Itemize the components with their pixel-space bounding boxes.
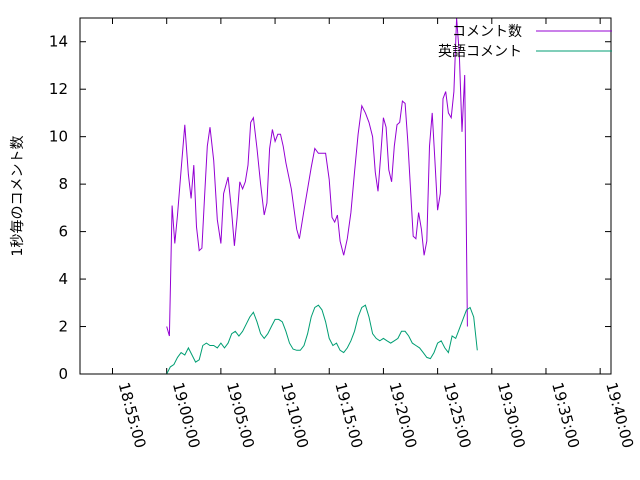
y-tick-label: 2: [58, 318, 68, 336]
legend-label: コメント数: [452, 24, 522, 40]
y-tick-label: 4: [58, 270, 68, 288]
x-tick-label: 19:35:00: [548, 380, 583, 450]
y-tick-label: 8: [58, 175, 68, 193]
x-axis-ticks: 18:55:00 19:00:00 19:05:00 19:10:00 19:15:00…: [112, 18, 637, 450]
x-tick-label: 19:15:00: [331, 380, 366, 450]
x-tick-label: 19:20:00: [386, 380, 421, 450]
x-tick-label: 19:40:00: [602, 380, 637, 450]
x-tick-label: 19:05:00: [223, 380, 258, 450]
legend-label: 英語コメント: [438, 43, 522, 60]
y-tick-label: 12: [49, 80, 68, 98]
plot-frame: [79, 17, 612, 375]
series-line-1: [166, 17, 468, 337]
y-tick-label: 14: [49, 33, 68, 51]
x-tick-label: 19:25:00: [440, 380, 475, 450]
plot-series: [166, 17, 478, 375]
y-tick-label: 10: [49, 128, 68, 146]
y-tick-label: 0: [58, 365, 68, 383]
x-tick-label: 19:00:00: [169, 380, 204, 450]
y-axis-ticks: 0 2 4 6 8 10 12 14: [49, 33, 611, 383]
x-tick-label: 18:55:00: [115, 380, 150, 450]
x-tick-label: 19:30:00: [494, 380, 529, 450]
series-line-2: [166, 304, 478, 375]
y-axis-title: 1秒毎のコメント数: [10, 136, 26, 257]
x-tick-label: 19:10:00: [277, 380, 312, 450]
y-tick-label: 6: [58, 223, 68, 241]
